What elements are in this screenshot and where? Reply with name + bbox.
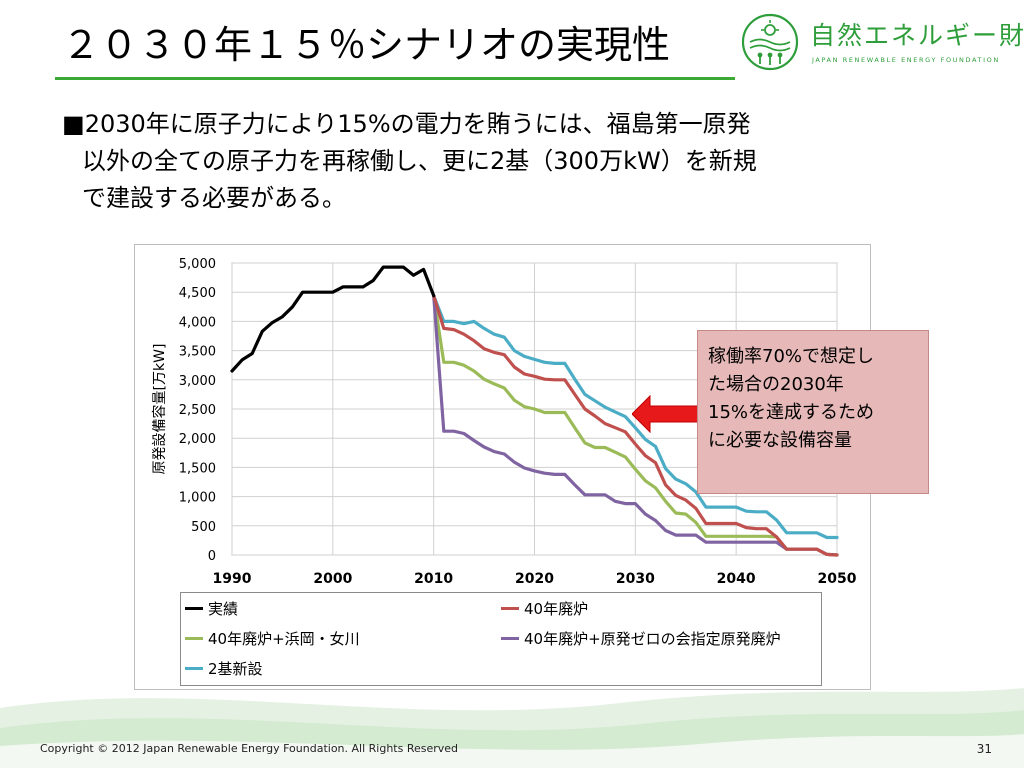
capacity-line-chart: 0 500 1,000 1,500 2,000 2,500 3,000 3,500 4,000 4… [151, 257, 857, 587]
title-underline [55, 77, 735, 80]
copyright-text: Copyright © 2012 Japan Renewable Energy … [40, 742, 459, 755]
red-arrow-icon [632, 394, 701, 434]
legend-swatch [185, 636, 203, 640]
y-tick-label: 5,000 [179, 257, 216, 272]
y-tick-label: 1,500 [179, 461, 216, 476]
legend-swatch [501, 606, 519, 610]
x-tick-label: 2010 [414, 571, 453, 587]
y-tick-label: 0 [208, 549, 216, 564]
bullet-line-1: ■2030年に原子力により15%の電力を賄うには、福島第一原発 [62, 110, 751, 138]
legend-swatch [185, 666, 203, 670]
callout-note: 稼働率70%で想定し た場合の2030年 15%を達成するため に必要な設備容量 [697, 330, 929, 494]
foundation-logo: 自然エネルギー財団 JAPAN RENEWABLE ENERGY FOUNDAT… [738, 10, 1024, 76]
y-tick-label: 4,500 [179, 286, 216, 301]
legend-item-40yr: 40年廃炉 [501, 597, 588, 619]
y-tick-label: 4,000 [179, 315, 216, 330]
page-number: 31 [976, 742, 992, 756]
logo-subtitle: JAPAN RENEWABLE ENERGY FOUNDATION [812, 56, 1000, 64]
x-tick-label: 2020 [515, 571, 554, 587]
legend-item-actual: 実績 [185, 597, 238, 619]
x-tick-label: 1990 [213, 571, 252, 587]
series-line-2 [432, 294, 839, 557]
sun-tree-people-icon [741, 13, 799, 71]
legend-item-new-build: 2基新設 [185, 657, 263, 679]
legend-item-40yr-zero: 40年廃炉+原発ゼロの会指定原発廃炉 [501, 627, 781, 649]
y-tick-label: 500 [191, 520, 216, 535]
x-tick-label: 2000 [313, 571, 352, 587]
slide-title: ２０３０年１５％シナリオの実現性 [62, 23, 671, 67]
x-tick-label: 2050 [818, 571, 857, 587]
bullet-paragraph: ■2030年に原子力により15%の電力を賄うには、福島第一原発 以外の全ての原子… [62, 106, 962, 217]
y-tick-label: 1,000 [179, 491, 216, 506]
y-tick-label: 3,500 [179, 345, 216, 360]
legend-item-40yr-hamaoka: 40年廃炉+浜岡・女川 [185, 627, 360, 649]
series-line-4 [432, 294, 839, 540]
x-tick-label: 2030 [616, 571, 655, 587]
y-tick-label: 3,000 [179, 374, 216, 389]
x-tick-label: 2040 [717, 571, 756, 587]
bullet-line-3: で建設する必要がある。 [82, 184, 346, 212]
bullet-marker: ■ [62, 110, 85, 138]
bullet-line-2: 以外の全ての原子力を再稼働し、更に2基（300万kW）を新規 [82, 147, 757, 175]
series-line-3 [432, 294, 839, 557]
chart-legend: 実績 40年廃炉 40年廃炉+浜岡・女川 40年廃炉+原発ゼロの会指定原発廃炉 … [180, 592, 822, 686]
y-axis-label: 原発設備容量[万kW] [151, 344, 168, 475]
series-line-0 [230, 265, 436, 373]
decorative-wave [0, 688, 1024, 768]
y-tick-label: 2,500 [179, 403, 216, 418]
logo-name: 自然エネルギー財団 [810, 21, 1024, 50]
y-tick-label: 2,000 [179, 432, 216, 447]
legend-swatch [501, 636, 519, 640]
legend-swatch [185, 606, 203, 610]
series-line-1 [432, 294, 839, 557]
